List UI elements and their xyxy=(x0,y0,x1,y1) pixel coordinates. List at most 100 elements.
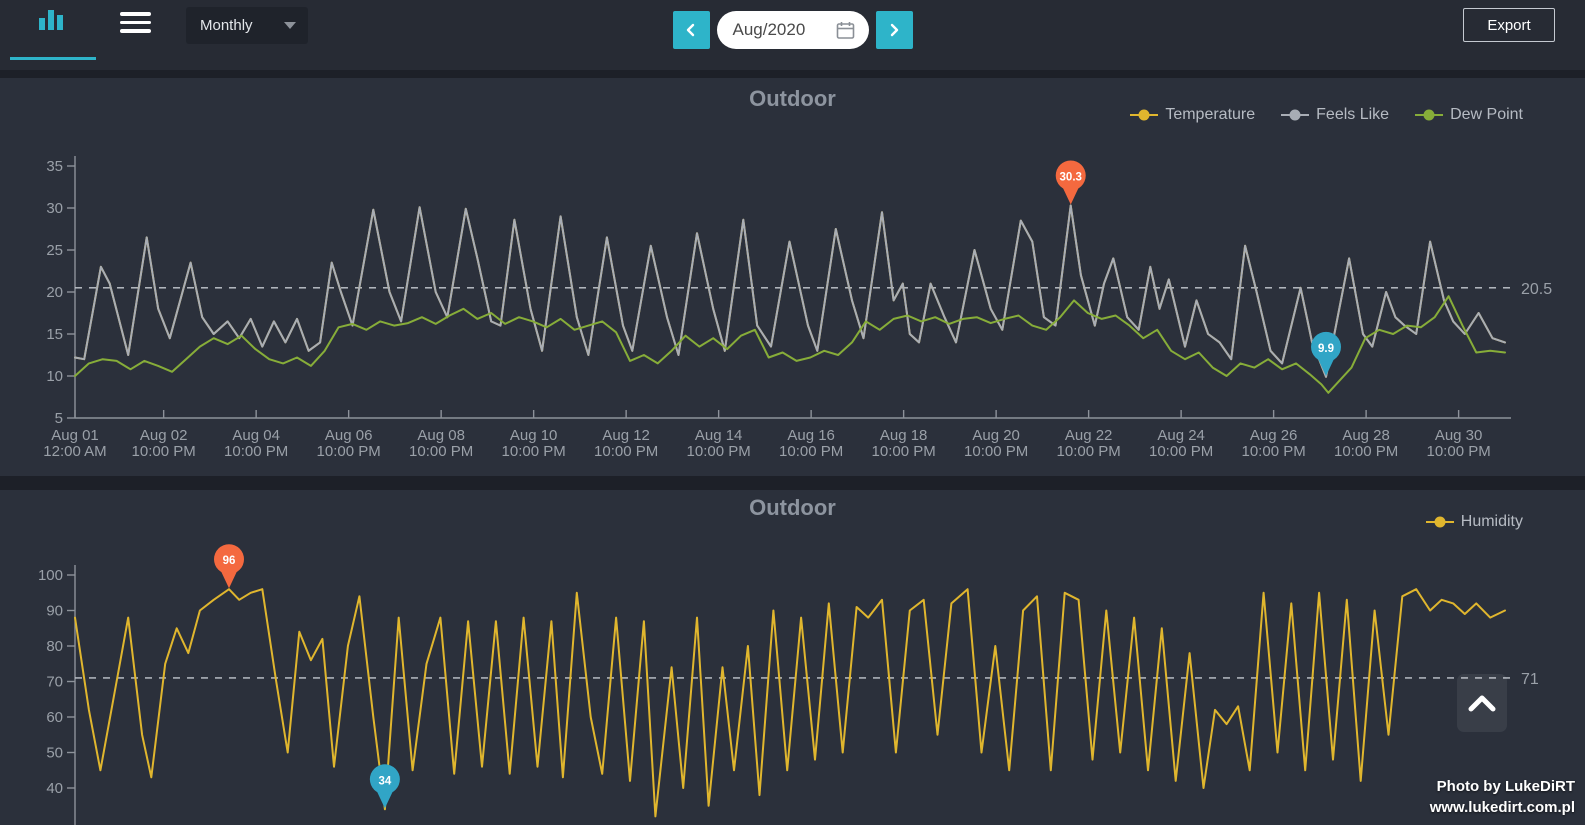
x-tick-label: 10:00 PM xyxy=(872,443,936,460)
chart-title: Outdoor xyxy=(749,86,836,111)
legend-label: Temperature xyxy=(1165,106,1256,123)
photo-credit-line1: Photo by LukeDiRT xyxy=(1436,777,1575,795)
date-navigation: Aug/2020 xyxy=(672,11,913,49)
chevron-right-icon xyxy=(890,23,899,37)
outdoor-humidity-section: Outdoor Humidity 100 90 80 70 60 50 40 71 96 34 xyxy=(0,490,1585,825)
legend-marker-icon xyxy=(1415,109,1444,121)
outdoor-temperature-section: Outdoor Temperature Feels Like Dew Point 3… xyxy=(0,78,1585,476)
legend-item-temperature[interactable]: Temperature xyxy=(1130,106,1255,124)
hamburger-icon xyxy=(120,12,151,16)
y-tick-label: 90 xyxy=(46,603,63,620)
photo-credit: Photo by LukeDiRT www.lukedirt.com.pl xyxy=(1430,776,1575,820)
prev-month-button[interactable] xyxy=(672,11,710,49)
series-feels_like xyxy=(74,204,1506,378)
temperature-chart-legend: Temperature Feels Like Dew Point xyxy=(1130,106,1523,124)
calendar-icon xyxy=(836,21,854,39)
x-tick-label: 10:00 PM xyxy=(502,443,566,460)
x-tick-label: Aug 28 xyxy=(1342,427,1390,444)
x-tick-label: Aug 02 xyxy=(140,427,188,444)
x-tick-label: Aug 08 xyxy=(417,427,465,444)
x-tick-label: Aug 24 xyxy=(1157,427,1205,444)
legend-marker-icon xyxy=(1425,516,1454,528)
x-tick-label: Aug 16 xyxy=(787,427,835,444)
x-tick-label: 10:00 PM xyxy=(594,443,658,460)
svg-text:9.9: 9.9 xyxy=(1318,343,1334,355)
humidity-chart: 100 90 80 70 60 50 40 71 96 34 xyxy=(38,544,1539,825)
export-button[interactable]: Export xyxy=(1463,8,1555,42)
svg-text:30.3: 30.3 xyxy=(1060,171,1082,183)
x-tick-label: Aug 14 xyxy=(695,427,743,444)
x-tick-label: 10:00 PM xyxy=(687,443,751,460)
series-temperature xyxy=(74,204,1506,378)
legend-item-humidity[interactable]: Humidity xyxy=(1425,513,1523,531)
scroll-to-top-button[interactable] xyxy=(1457,674,1507,732)
y-tick-label: 50 xyxy=(46,745,63,762)
x-tick-label: 10:00 PM xyxy=(779,443,843,460)
x-tick-label: 10:00 PM xyxy=(964,443,1028,460)
svg-text:34: 34 xyxy=(378,775,391,787)
max-marker: 96 xyxy=(214,544,245,589)
interval-select[interactable]: Monthly xyxy=(186,7,308,44)
min-marker: 9.9 xyxy=(1311,331,1342,376)
y-tick-label: 35 xyxy=(46,158,63,175)
chevron-up-icon xyxy=(1468,695,1496,712)
y-tick-label: 25 xyxy=(46,242,63,259)
legend-label: Dew Point xyxy=(1450,106,1523,123)
top-bar: Monthly Aug/2020 xyxy=(0,0,1585,70)
x-tick-label: 10:00 PM xyxy=(224,443,288,460)
x-tick-label: Aug 30 xyxy=(1435,427,1483,444)
y-tick-label: 60 xyxy=(46,709,63,726)
series-dew_point xyxy=(74,295,1506,394)
bar-chart-icon xyxy=(39,10,63,30)
x-tick-label: 10:00 PM xyxy=(1149,443,1213,460)
legend-label: Humidity xyxy=(1460,513,1523,530)
humidity-chart-legend: Humidity xyxy=(1425,513,1523,531)
series-humidity xyxy=(74,588,1506,818)
photo-credit-line2: www.lukedirt.com.pl xyxy=(1429,799,1575,817)
chevron-left-icon xyxy=(686,23,695,37)
y-tick-label: 40 xyxy=(46,780,63,797)
x-tick-label: Aug 18 xyxy=(880,427,928,444)
y-tick-label: 10 xyxy=(46,368,63,385)
x-tick-label: Aug 12 xyxy=(602,427,650,444)
legend-item-feels_like[interactable]: Feels Like xyxy=(1281,106,1389,124)
y-tick-label: 100 xyxy=(38,567,63,584)
next-month-button[interactable] xyxy=(875,11,913,49)
x-tick-label: Aug 22 xyxy=(1065,427,1113,444)
x-tick-label: 10:00 PM xyxy=(1334,443,1398,460)
x-tick-label: 10:00 PM xyxy=(409,443,473,460)
y-tick-label: 5 xyxy=(55,410,63,427)
y-tick-label: 80 xyxy=(46,638,63,655)
legend-label: Feels Like xyxy=(1316,106,1390,123)
max-marker: 30.3 xyxy=(1055,160,1086,205)
x-tick-label: 10:00 PM xyxy=(132,443,196,460)
legend-marker-icon xyxy=(1130,109,1159,121)
charts-tab[interactable] xyxy=(10,0,96,70)
x-tick-label: 10:00 PM xyxy=(1242,443,1306,460)
date-input[interactable]: Aug/2020 xyxy=(716,11,869,49)
y-tick-label: 30 xyxy=(46,200,63,217)
hamburger-menu-button[interactable] xyxy=(120,12,151,36)
x-tick-label: Aug 01 xyxy=(51,427,99,444)
date-value: Aug/2020 xyxy=(732,20,806,39)
x-tick-label: 10:00 PM xyxy=(317,443,381,460)
svg-text:96: 96 xyxy=(223,555,236,567)
average-line-label: 20.5 xyxy=(1521,281,1552,298)
x-tick-label: 12:00 AM xyxy=(43,443,106,460)
active-tab-indicator xyxy=(10,57,96,60)
x-tick-label: Aug 20 xyxy=(972,427,1020,444)
x-tick-label: Aug 04 xyxy=(232,427,280,444)
x-tick-label: Aug 06 xyxy=(325,427,373,444)
y-tick-label: 20 xyxy=(46,284,63,301)
average-line-label: 71 xyxy=(1521,671,1539,688)
chart-title: Outdoor xyxy=(749,495,836,520)
legend-marker-icon xyxy=(1281,109,1310,121)
x-tick-label: 10:00 PM xyxy=(1057,443,1121,460)
legend-item-dew_point[interactable]: Dew Point xyxy=(1415,106,1523,124)
y-tick-label: 70 xyxy=(46,674,63,691)
x-tick-label: Aug 26 xyxy=(1250,427,1298,444)
x-tick-label: 10:00 PM xyxy=(1427,443,1491,460)
chevron-down-icon xyxy=(284,22,296,29)
x-tick-label: Aug 10 xyxy=(510,427,558,444)
